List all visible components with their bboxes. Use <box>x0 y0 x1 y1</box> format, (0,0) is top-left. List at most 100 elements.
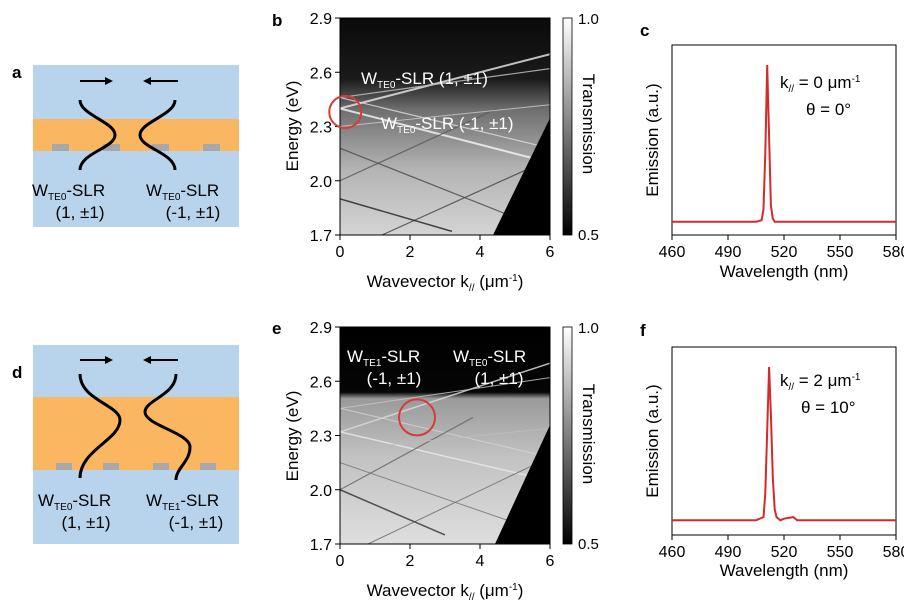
y-axis-label: Energy (eV) <box>283 391 302 482</box>
y-tick-label: 2.6 <box>310 374 332 391</box>
y-axis-label: Emission (a.u.) <box>643 83 662 196</box>
panel-label-c: c <box>640 21 649 40</box>
heatmap-e: 0 2 4 6 1.7 2.0 2.3 2.6 2.9 WTE1-SLR (-1, ±1) WT… <box>283 320 599 602</box>
dispersion-bands <box>340 362 550 544</box>
nanoparticle <box>152 144 169 151</box>
y-tick-label: 2.0 <box>310 174 332 191</box>
colorbar-tick-max: 1.0 <box>578 320 599 337</box>
x-axis-label: Wavevector k// (μm-1) <box>367 272 524 294</box>
x-axis-label: Wavelength (nm) <box>720 262 849 281</box>
axes: 460 490 520 550 580 <box>659 235 904 261</box>
y-axis-label: Emission (a.u.) <box>643 384 662 497</box>
colorbar-tick-max: 1.0 <box>578 11 599 28</box>
x-tick-label: 6 <box>546 553 555 570</box>
mode-index-left: (1, ±1) <box>61 513 110 532</box>
x-axis-label: Wavelength (nm) <box>720 561 849 580</box>
x-tick-label: 520 <box>771 244 798 261</box>
band-line <box>340 377 550 409</box>
panel-label-d: d <box>12 363 22 382</box>
x-tick-label: 0 <box>336 553 345 570</box>
mode-profile-curve <box>78 99 117 171</box>
waveguide-layer <box>33 397 239 470</box>
band-line <box>340 107 550 164</box>
nanoparticle <box>56 463 72 470</box>
x-tick-label: 0 <box>336 244 345 261</box>
x-tick-label: 4 <box>476 553 485 570</box>
arrow-head-icon <box>105 356 113 364</box>
annotation-mode-1: WTE0-SLR (1, ±1) <box>361 69 488 91</box>
panel-label-f: f <box>640 321 646 340</box>
panel-label-b: b <box>272 11 282 30</box>
nanoparticle <box>103 463 119 470</box>
axes: 460 490 520 550 580 <box>659 535 904 561</box>
nanoparticle <box>52 144 69 151</box>
axes: 0 2 4 6 1.7 2.0 2.3 2.6 2.9 <box>310 320 555 570</box>
band-line <box>340 431 550 482</box>
mode-profile-curve <box>143 373 192 481</box>
x-tick-label: 550 <box>827 544 854 561</box>
y-tick-label: 2.3 <box>310 429 332 446</box>
nanoparticle <box>203 144 220 151</box>
x-tick-label: 520 <box>771 544 798 561</box>
panel-label-a: a <box>12 63 22 82</box>
x-tick-label: 4 <box>476 244 485 261</box>
dispersion-bands <box>340 53 550 235</box>
emission-spectrum-f: 460 490 520 550 580 k// = 2 μm-1 θ = 10° Emi… <box>643 346 904 580</box>
y-tick-label: 2.6 <box>310 65 332 82</box>
axes: 0 2 4 6 1.7 2.0 2.3 2.6 2.9 <box>310 11 555 261</box>
band-line <box>340 96 550 149</box>
mode-profile-curve <box>138 99 177 171</box>
y-tick-label: 2.9 <box>310 11 332 28</box>
band-line <box>340 68 550 99</box>
x-tick-label: 550 <box>827 244 854 261</box>
x-tick-label: 580 <box>883 544 904 561</box>
colorbar-label: Transmission <box>579 384 598 484</box>
arrow-head-icon <box>105 77 113 85</box>
annotation-angle: θ = 0° <box>806 100 851 119</box>
annotation-index-2: (1, ±1) <box>474 369 523 388</box>
annotation-wavevector: k// = 0 μm-1 <box>780 73 861 95</box>
schematic-d: WTE0-SLR (1, ±1) WTE1-SLR (-1, ±1) <box>33 345 239 544</box>
y-tick-label: 2.3 <box>310 120 332 137</box>
band-line <box>340 104 550 127</box>
x-tick-label: 460 <box>659 544 686 561</box>
x-tick-label: 2 <box>406 244 415 261</box>
nanoparticle <box>153 463 169 470</box>
annotation-wavevector: k// = 2 μm-1 <box>780 371 861 393</box>
band-line <box>340 198 453 233</box>
band-line <box>340 427 550 451</box>
light-cone-region <box>495 425 550 544</box>
highlight-circle <box>398 398 436 437</box>
y-tick-label: 2.9 <box>310 320 332 337</box>
x-tick-label: 580 <box>883 244 904 261</box>
emission-line <box>672 64 896 223</box>
annotation-angle: θ = 10° <box>801 398 856 417</box>
y-axis-label: Energy (eV) <box>283 81 302 172</box>
mode-profile-curve <box>78 373 122 479</box>
mode-label-left: WTE0-SLR <box>32 181 105 203</box>
y-tick-label: 1.7 <box>310 228 332 245</box>
x-tick-label: 490 <box>715 544 742 561</box>
annotation-mode-2: WTE0-SLR (-1, ±1) <box>381 114 514 136</box>
x-tick-label: 490 <box>715 244 742 261</box>
band-line <box>340 489 446 536</box>
emission-line <box>672 366 896 522</box>
colorbar-label: Transmission <box>579 74 598 174</box>
x-tick-label: 2 <box>406 553 415 570</box>
mode-label-right: WTE1-SLR <box>146 491 219 513</box>
mode-index-right: (-1, ±1) <box>166 203 221 222</box>
band-line <box>340 107 498 182</box>
band-line <box>367 456 550 544</box>
y-tick-label: 2.0 <box>310 483 332 500</box>
mode-index-left: (1, ±1) <box>55 203 104 222</box>
annotation-index-1: (-1, ±1) <box>367 369 422 388</box>
heatmap-b: 0 2 4 6 1.7 2.0 2.3 2.6 2.9 WTE0-SLR (1, ±1) WTE… <box>283 11 599 294</box>
x-axis-label: Wavevector k// (μm-1) <box>367 581 524 602</box>
highlight-circle <box>328 95 363 130</box>
x-tick-label: 460 <box>659 244 686 261</box>
colorbar-tick-min: 0.5 <box>578 227 599 244</box>
arrow-head-icon <box>143 356 151 364</box>
mode-label-right: WTE0-SLR <box>146 181 219 203</box>
schematic-a: WTE0-SLR (1, ±1) WTE0-SLR (-1, ±1) <box>32 65 239 227</box>
mode-label-left: WTE0-SLR <box>38 491 111 513</box>
